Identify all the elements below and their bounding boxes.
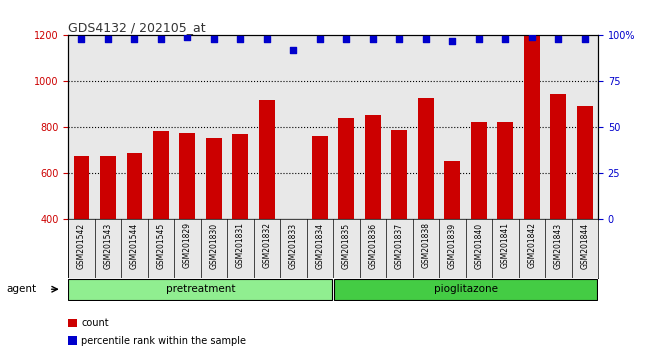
Bar (285, 219, 302, 312)
Bar (73, 156, 90, 312)
Bar (153, 131, 169, 312)
Text: GSM201832: GSM201832 (263, 222, 272, 268)
Text: GSM201839: GSM201839 (448, 222, 457, 269)
Point (235, 36, 246, 42)
Text: GSM201831: GSM201831 (236, 222, 245, 268)
Text: GSM201841: GSM201841 (500, 222, 510, 268)
Point (156, 36, 166, 42)
Bar (471, 122, 487, 312)
Bar (577, 106, 593, 312)
Text: pretreatment: pretreatment (166, 284, 235, 295)
Text: GSM201844: GSM201844 (580, 222, 590, 269)
Point (447, 38, 458, 44)
Bar (445, 161, 460, 312)
Text: GSM201842: GSM201842 (527, 222, 536, 268)
Bar (206, 138, 222, 312)
Bar (312, 136, 328, 312)
Bar (524, 35, 539, 312)
Point (341, 36, 352, 42)
Bar (335, 279, 597, 300)
Text: GSM201834: GSM201834 (315, 222, 324, 269)
Text: agent: agent (6, 284, 36, 294)
Bar (365, 115, 381, 312)
Text: GSM201843: GSM201843 (554, 222, 563, 269)
Bar (100, 156, 116, 312)
Point (580, 36, 590, 42)
Text: GSM201838: GSM201838 (421, 222, 430, 268)
Bar (497, 122, 514, 312)
Bar (233, 134, 248, 312)
Point (262, 36, 272, 42)
Point (76, 36, 86, 42)
Bar (68, 279, 332, 300)
Point (209, 36, 219, 42)
Text: GSM201833: GSM201833 (289, 222, 298, 269)
Text: GSM201837: GSM201837 (395, 222, 404, 269)
Text: GSM201544: GSM201544 (130, 222, 139, 269)
Text: GDS4132 / 202105_at: GDS4132 / 202105_at (68, 21, 206, 34)
Point (182, 34, 192, 40)
Point (315, 36, 325, 42)
Point (129, 36, 140, 42)
Point (103, 36, 113, 42)
Bar (127, 153, 142, 312)
Bar (551, 94, 566, 312)
Point (421, 36, 431, 42)
Text: GSM201840: GSM201840 (474, 222, 484, 269)
Text: GSM201835: GSM201835 (342, 222, 351, 269)
Point (288, 47, 298, 53)
Bar (339, 118, 354, 312)
Text: pioglitazone: pioglitazone (434, 284, 497, 295)
Text: GSM201542: GSM201542 (77, 222, 86, 269)
Point (526, 34, 537, 40)
Text: GSM201543: GSM201543 (103, 222, 112, 269)
Point (553, 36, 564, 42)
Point (474, 36, 484, 42)
Text: GSM201829: GSM201829 (183, 222, 192, 268)
Bar (418, 97, 434, 312)
Bar (391, 130, 408, 312)
Point (500, 36, 510, 42)
Text: GSM201830: GSM201830 (209, 222, 218, 269)
Bar (259, 100, 275, 312)
Text: GSM201545: GSM201545 (157, 222, 166, 269)
Text: count: count (81, 318, 109, 328)
Text: GSM201836: GSM201836 (369, 222, 378, 269)
Bar (179, 132, 196, 312)
Point (394, 36, 404, 42)
Text: percentile rank within the sample: percentile rank within the sample (81, 336, 246, 346)
Point (368, 36, 378, 42)
